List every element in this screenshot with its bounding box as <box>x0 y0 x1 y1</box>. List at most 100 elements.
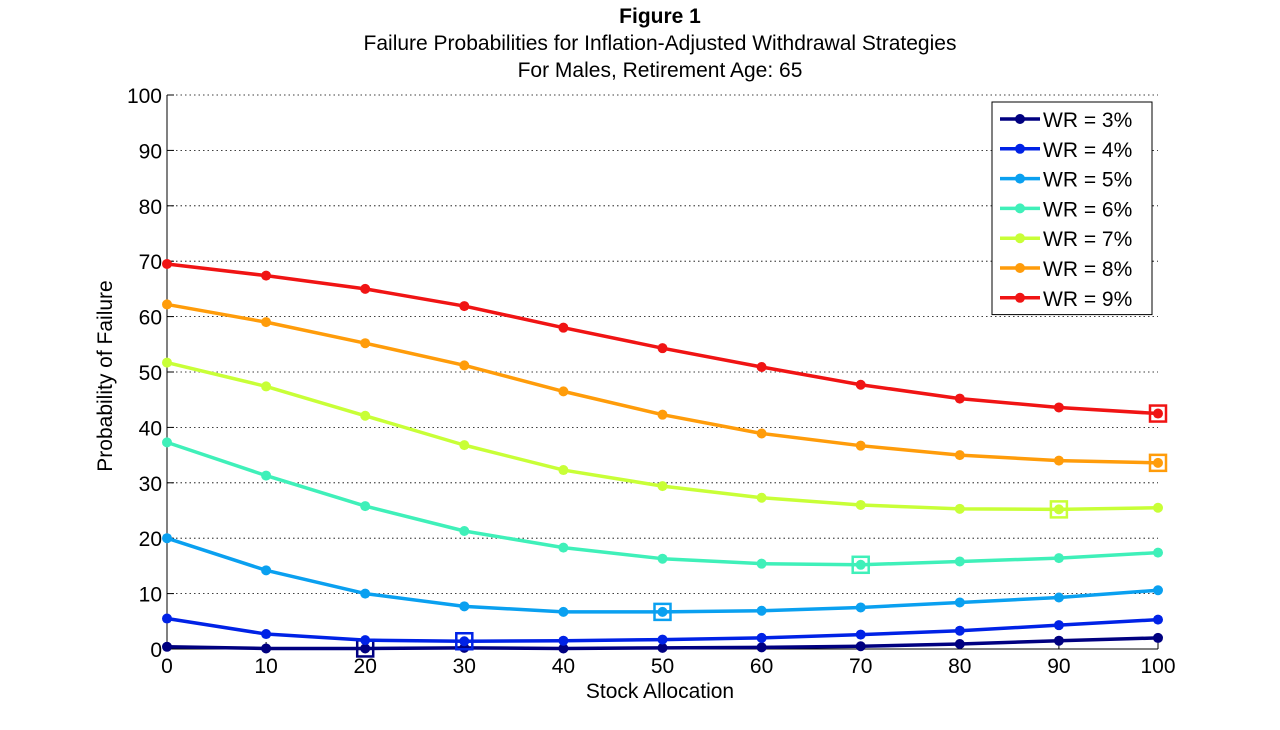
minimum-marker <box>1148 453 1168 473</box>
data-point <box>261 565 272 576</box>
data-point <box>558 465 569 476</box>
data-point <box>459 636 470 647</box>
data-point <box>162 258 172 269</box>
x-tick-label: 80 <box>948 655 971 678</box>
data-point <box>261 317 272 328</box>
data-point <box>954 450 965 461</box>
series-line-3 <box>166 536 1159 614</box>
data-point <box>756 605 767 616</box>
data-point <box>459 601 470 612</box>
legend-marker <box>1015 203 1025 214</box>
series-line-6 <box>166 302 1159 465</box>
legend-marker <box>1015 143 1025 154</box>
data-point <box>360 410 371 421</box>
data-point <box>558 542 569 553</box>
data-point <box>756 492 767 503</box>
legend-label: WR = 6% <box>1043 198 1132 221</box>
series-line-4 <box>166 440 1159 567</box>
x-tick-label: 50 <box>651 655 674 678</box>
legend-marker <box>1015 173 1025 184</box>
data-point <box>1153 632 1163 643</box>
x-tick-label: 20 <box>354 655 377 678</box>
y-tick-label: 0 <box>150 639 162 662</box>
data-point <box>360 635 371 646</box>
data-point <box>162 613 172 624</box>
data-point <box>162 641 172 652</box>
data-point <box>657 409 668 420</box>
data-point <box>162 533 172 544</box>
y-tick-labels: 0 10 20 30 40 50 60 70 80 90 100 <box>127 85 162 662</box>
data-point <box>360 283 371 294</box>
data-point <box>162 299 172 310</box>
x-tick-label: 100 <box>1140 655 1175 678</box>
data-point <box>954 556 965 567</box>
data-point <box>756 428 767 439</box>
data-point <box>954 393 965 404</box>
minimum-marker <box>851 555 870 575</box>
x-tick-labels: 0 10 20 30 40 50 60 70 80 90 100 <box>161 655 1175 678</box>
data-point <box>261 643 272 654</box>
data-point <box>855 629 866 640</box>
chart-subtitle: For Males, Retirement Age: 65 <box>518 59 803 82</box>
y-tick-label: 20 <box>139 528 162 551</box>
y-axis-label: Probability of Failure <box>94 280 117 471</box>
data-point <box>657 642 668 653</box>
y-tick-label: 60 <box>139 307 162 330</box>
data-point <box>657 343 668 354</box>
data-point <box>1053 455 1064 466</box>
legend-marker <box>1015 114 1025 124</box>
minimum-marker <box>1148 404 1168 423</box>
data-point <box>1053 504 1064 515</box>
data-point <box>558 635 569 646</box>
series-lines <box>162 258 1168 658</box>
data-point <box>657 481 668 492</box>
data-point <box>558 322 569 333</box>
data-point <box>261 470 272 481</box>
data-point <box>360 501 371 512</box>
data-point <box>459 301 470 312</box>
legend-marker <box>1015 292 1025 303</box>
data-point <box>261 270 272 281</box>
data-point <box>459 440 470 451</box>
data-point <box>855 641 866 652</box>
legend-label: WR = 7% <box>1043 228 1132 251</box>
data-point <box>162 437 172 448</box>
data-point <box>261 629 272 640</box>
legend-label: WR = 5% <box>1043 169 1132 192</box>
data-point <box>954 625 965 636</box>
data-point <box>558 386 569 397</box>
x-tick-label: 30 <box>453 655 476 678</box>
minimum-marker <box>455 631 474 651</box>
minimum-marker <box>653 602 672 622</box>
data-point <box>1053 402 1064 413</box>
data-point <box>855 499 866 510</box>
legend-label: WR = 3% <box>1043 109 1132 132</box>
y-tick-label: 70 <box>139 251 162 274</box>
data-point <box>756 558 767 569</box>
x-tick-label: 70 <box>849 655 872 678</box>
data-point <box>954 597 965 608</box>
data-point <box>1053 592 1064 603</box>
x-tick-label: 90 <box>1047 655 1070 678</box>
data-point <box>756 642 767 653</box>
data-point <box>657 606 668 617</box>
y-tick-label: 30 <box>139 473 162 496</box>
chart-title: Failure Probabilities for Inflation-Adju… <box>364 32 957 55</box>
x-tick-label: 60 <box>750 655 773 678</box>
data-point <box>855 440 866 451</box>
legend: WR = 3% WR = 4% WR = 5% WR = 6% WR = 7% WR = … <box>991 101 1153 316</box>
y-tick-label: 100 <box>127 85 162 108</box>
data-point <box>459 525 470 536</box>
data-point <box>855 379 866 390</box>
data-point <box>162 357 172 368</box>
figure-label: Figure 1 <box>619 5 701 28</box>
data-point <box>1153 457 1163 468</box>
data-point <box>1153 408 1163 419</box>
data-point <box>360 338 371 349</box>
data-point <box>1053 620 1064 631</box>
legend-label: WR = 9% <box>1043 288 1132 311</box>
data-point <box>954 639 965 650</box>
data-point <box>261 381 272 392</box>
x-axis-label: Stock Allocation <box>586 680 734 703</box>
